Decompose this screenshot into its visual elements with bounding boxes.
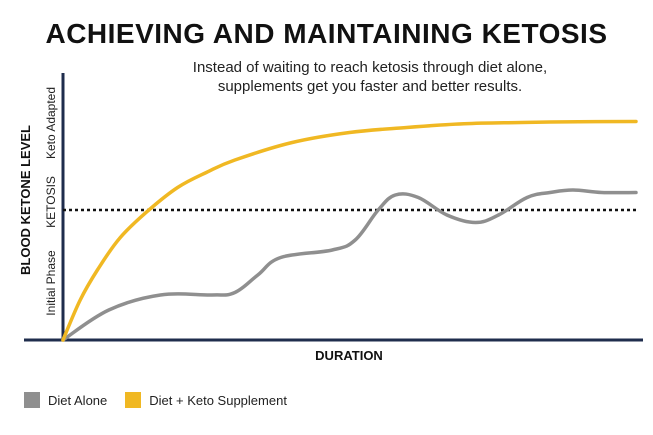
- y-tick-label-initial-phase: Initial Phase: [44, 250, 58, 316]
- legend-label-diet-keto-supplement: Diet + Keto Supplement: [149, 392, 287, 408]
- legend-swatch-diet-keto-supplement: [125, 392, 142, 408]
- subtitle-line-2: supplements get you faster and better re…: [217, 78, 523, 95]
- chart-subtitle: Instead of waiting to reach ketosis thro…: [120, 58, 620, 96]
- series-line-diet-keto-supplement: [61, 119, 638, 342]
- subtitle-line-1: Instead of waiting to reach ketosis thro…: [192, 59, 548, 76]
- legend-item-diet-keto-supplement: Diet + Keto Supplement: [125, 392, 287, 408]
- legend-swatch-diet-alone: [24, 392, 40, 408]
- legend-item-diet-alone: Diet Alone: [24, 392, 107, 408]
- series-line-diet-alone: [61, 188, 638, 342]
- legend-label-diet-alone: Diet Alone: [48, 392, 108, 408]
- y-tick-label-ketosis: KETOSIS: [44, 176, 58, 228]
- chart-title: ACHIEVING AND MAINTAINING KETOSIS: [45, 18, 608, 49]
- x-axis-label: DURATION: [315, 348, 383, 363]
- y-axis-label: BLOOD KETONE LEVEL: [18, 125, 33, 275]
- chart-legend: Diet Alone Diet + Keto Supplement: [24, 392, 305, 408]
- y-tick-label-keto-adapted: Keto Adapted: [44, 87, 58, 159]
